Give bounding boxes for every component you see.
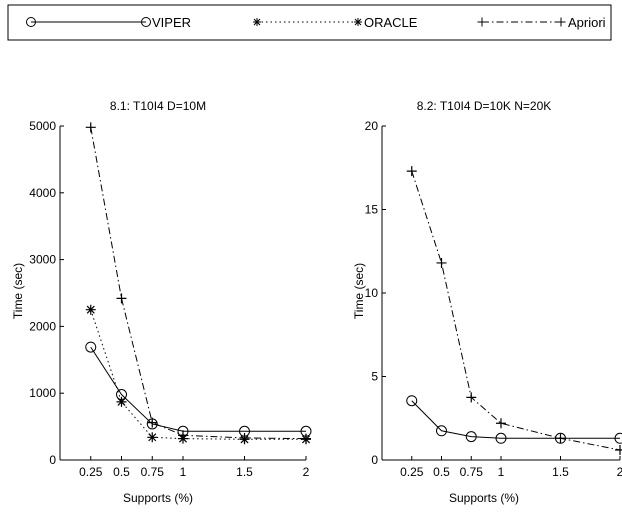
data-point-viper	[436, 425, 447, 437]
series-line-apriori	[90, 127, 307, 440]
data-point-apriori	[406, 166, 417, 177]
chart-title: 8.2: T10I4 D=10K N=20K	[417, 99, 552, 113]
data-point-apriori	[116, 293, 127, 304]
plot-area	[406, 166, 622, 455]
y-tick-label: 0	[371, 453, 378, 467]
chart-8-2: 8.2: T10I4 D=10K N=20K Time (sec) Suppor…	[352, 99, 622, 505]
x-tick-label: 2	[617, 465, 622, 479]
legend-marker-oracle	[253, 18, 261, 26]
data-point-viper	[465, 431, 477, 443]
data-point-oracle	[85, 304, 96, 315]
x-tick-label: 1.5	[236, 465, 253, 479]
y-tick-label: 15	[365, 203, 379, 217]
data-point-apriori	[615, 444, 622, 455]
legend-entry-viper: VIPER	[26, 15, 191, 30]
y-tick-label: 5	[371, 370, 378, 384]
data-point-apriori	[147, 417, 158, 428]
y-tick-label: 5000	[29, 119, 56, 133]
data-point-apriori	[178, 430, 188, 441]
data-point-apriori	[496, 418, 506, 429]
y-axis-label: Time (sec)	[352, 263, 366, 319]
y-tick-label: 3000	[29, 253, 56, 267]
axes: 0 5 10 15 20 0.25 0.5 0.75 1 1.5 2	[365, 119, 622, 479]
x-tick-label: 0.25	[79, 465, 103, 479]
y-tick-label: 10	[365, 286, 379, 300]
x-tick-label: 1	[180, 465, 187, 479]
y-tick-label: 1000	[29, 386, 56, 400]
x-tick-label: 0.75	[460, 465, 484, 479]
x-axis-label: Supports (%)	[449, 491, 519, 505]
data-point-apriori	[466, 392, 477, 403]
legend-entry-oracle: ORACLE	[253, 15, 418, 30]
x-tick-label: 1	[498, 465, 505, 479]
y-tick-label: 2000	[29, 319, 56, 333]
data-point-viper	[85, 341, 97, 353]
data-point-viper	[495, 432, 507, 444]
data-point-apriori	[555, 433, 566, 444]
data-point-apriori	[85, 122, 96, 133]
series-line-viper	[411, 400, 620, 439]
x-tick-label: 2	[303, 465, 310, 479]
legend-marker-apriori	[477, 17, 487, 27]
chart-8-1: 8.1: T10I4 D=10M Time (sec) Supports (%)…	[11, 99, 312, 505]
y-axis-label: Time (sec)	[11, 263, 25, 319]
x-tick-label: 0.75	[141, 465, 165, 479]
data-point-oracle	[147, 432, 158, 443]
legend-marker-apriori-end	[556, 17, 566, 27]
y-tick-label: 4000	[29, 186, 56, 200]
legend-label-viper: VIPER	[152, 15, 191, 30]
legend-entry-apriori: Apriori	[477, 15, 606, 30]
data-point-apriori	[301, 433, 311, 444]
series-line-oracle	[90, 309, 306, 440]
legend-label-oracle: ORACLE	[364, 15, 418, 30]
x-axis-label: Supports (%)	[123, 491, 193, 505]
x-tick-label: 0.5	[113, 465, 130, 479]
series-line-viper	[90, 346, 306, 432]
legend-marker-viper	[26, 17, 36, 27]
data-point-apriori	[436, 257, 447, 268]
x-tick-label: 1.5	[552, 465, 569, 479]
series-line-apriori	[411, 170, 621, 451]
legend-marker-oracle-end	[354, 18, 362, 26]
plot-area	[85, 122, 312, 445]
legend-label-apriori: Apriori	[568, 15, 606, 30]
legend-marker-viper-end	[141, 17, 151, 27]
legend: VIPER ORACLE Apriori	[7, 4, 612, 41]
data-point-viper	[406, 395, 418, 407]
y-tick-label: 20	[365, 119, 379, 133]
data-point-apriori	[239, 432, 250, 443]
x-tick-label: 0.5	[433, 465, 450, 479]
data-point-oracle	[116, 396, 127, 407]
x-tick-label: 0.25	[400, 465, 424, 479]
y-tick-label: 0	[49, 453, 56, 467]
chart-title: 8.1: T10I4 D=10M	[110, 99, 206, 113]
data-point-viper	[614, 432, 622, 444]
axes: 0 1000 2000 3000 4000 5000 0.25 0.5 0.75 1 1.5 2	[29, 119, 309, 479]
